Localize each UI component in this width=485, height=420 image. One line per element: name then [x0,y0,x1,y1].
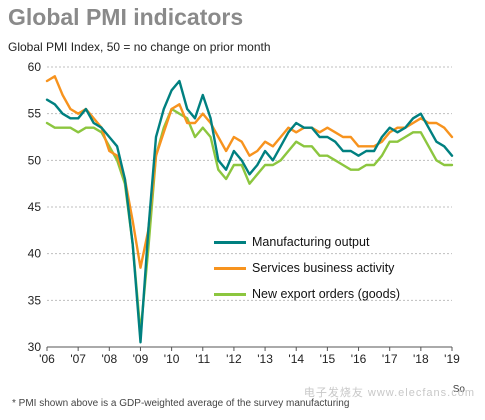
x-tick-label-9: '15 [320,352,336,366]
series-line-services-business-activity [45,75,454,269]
x-tick-label-3: '09 [133,352,149,366]
x-tick-label-8: '14 [288,352,304,366]
x-tick-label-5: '11 [195,352,210,366]
x-tick-label-13: '19 [444,352,460,366]
x-tick-label-7: '13 [257,352,273,366]
x-tick-label-1: '07 [70,352,86,366]
x-tick-label-4: '10 [164,352,180,366]
y-tick-label-40: 40 [28,247,42,261]
y-tick-label-60: 60 [28,60,42,74]
chart-title: Global PMI indicators [8,4,244,30]
legend-label-export-orders: New export orders (goods) [252,287,400,301]
y-tick-label-45: 45 [28,200,42,214]
x-tick-label-2: '08 [101,352,117,366]
legend-label-services: Services business activity [252,261,395,275]
legend-item-export-orders: New export orders (goods) [214,281,400,307]
x-tick-label-12: '18 [413,352,429,366]
legend-swatch-export-orders [214,292,246,296]
y-tick-label-30: 30 [28,340,42,354]
x-tick-label-11: '17 [382,352,398,366]
x-tick-label-0: '06 [39,352,55,366]
y-tick-label-35: 35 [28,293,42,307]
series-line-manufacturing-output [45,79,454,344]
footnote: * PMI shown above is a GDP-weighted aver… [12,398,350,409]
legend-label-manufacturing: Manufacturing output [252,235,370,249]
y-tick-label-55: 55 [28,107,42,121]
x-tick-label-10: '16 [351,352,367,366]
chart-legend: Manufacturing output Services business a… [214,229,400,307]
legend-item-services: Services business activity [214,255,400,281]
y-tick-label-50: 50 [28,153,42,167]
x-tick-label-6: '12 [226,352,242,366]
chart-subtitle: Global PMI Index, 50 = no change on prio… [8,40,271,54]
legend-swatch-manufacturing [214,240,246,244]
legend-item-manufacturing: Manufacturing output [214,229,400,255]
series-line-new-export-orders-goods [45,107,454,335]
legend-swatch-services [214,266,246,270]
watermark-text: 电子发烧友 www.elecfans.com [303,387,475,399]
source-note: So [452,384,465,395]
